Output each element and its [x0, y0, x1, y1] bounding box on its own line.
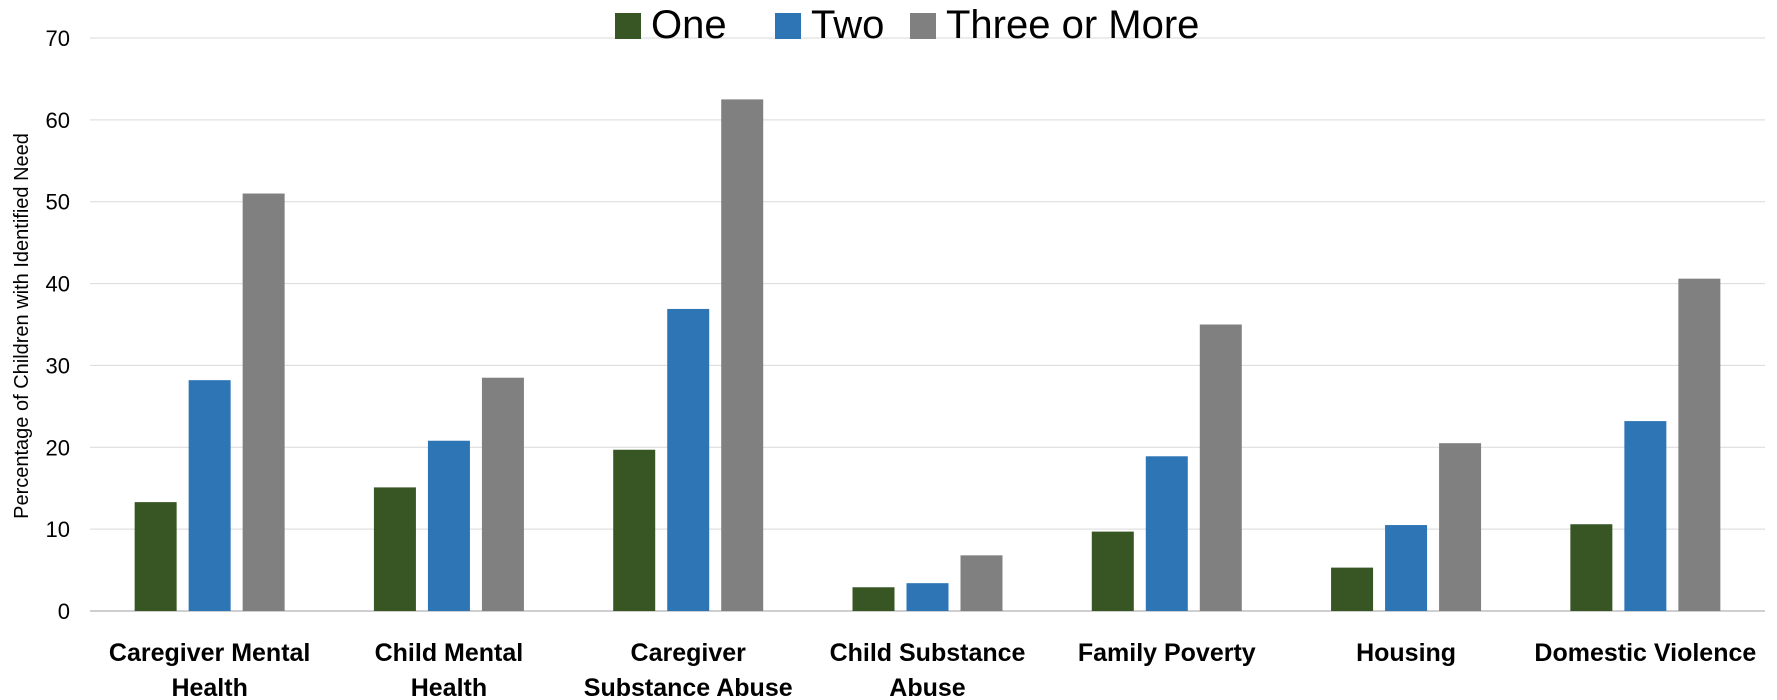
bar-three-or-more: [960, 555, 1003, 611]
x-tick-label: Caregiver Mental: [109, 639, 310, 667]
bar-two: [427, 440, 470, 611]
y-tick-label: 50: [46, 190, 70, 215]
y-tick-label: 60: [46, 108, 70, 133]
bar-two: [1145, 456, 1188, 611]
legend-swatch: [910, 13, 936, 39]
x-tick-label: Child Substance: [830, 639, 1026, 667]
legend: One Two Three or More: [615, 3, 1199, 47]
bar-two: [1624, 421, 1667, 611]
y-tick-label: 10: [46, 517, 70, 542]
bar-one: [613, 449, 656, 611]
x-axis-categories: Caregiver Mental Health Child Mental Health…: [109, 639, 1756, 700]
bar-one: [1570, 524, 1613, 611]
bar-three-or-more: [1199, 324, 1242, 611]
y-axis-ticks: 0 10 20 30 40 50 60 70: [46, 26, 70, 624]
bar-three-or-more: [1678, 278, 1721, 611]
bar-three-or-more: [242, 193, 285, 611]
gridlines: [90, 37, 1765, 612]
x-tick-label: Housing: [1356, 639, 1456, 667]
legend-swatch: [615, 13, 641, 39]
bar-two: [906, 583, 949, 611]
bar-one: [1091, 531, 1134, 611]
legend-swatch: [775, 13, 801, 39]
bar-one: [1331, 567, 1374, 611]
legend-label: One: [651, 3, 727, 47]
y-axis-label: Percentage of Children with Identified N…: [11, 133, 33, 519]
legend-label: Two: [811, 3, 884, 47]
bar-one: [852, 587, 895, 611]
x-tick-label: Substance Abuse: [584, 674, 793, 700]
bar-three-or-more: [721, 99, 764, 612]
x-tick-label: Health: [171, 674, 247, 700]
legend-label: Three or More: [946, 3, 1199, 47]
bar-one: [373, 487, 416, 611]
x-tick-label: Family Poverty: [1078, 639, 1256, 667]
bar-two: [1385, 525, 1428, 611]
y-tick-label: 40: [46, 272, 70, 297]
y-tick-label: 70: [46, 26, 70, 51]
bar-three-or-more: [481, 377, 524, 611]
y-tick-label: 20: [46, 435, 70, 460]
y-tick-label: 30: [46, 353, 70, 378]
bar-two: [667, 308, 710, 611]
bar-three-or-more: [1439, 443, 1482, 611]
y-tick-label: 0: [58, 599, 70, 624]
bars: [134, 99, 1721, 612]
x-tick-label: Domestic Violence: [1534, 639, 1756, 667]
x-tick-label: Abuse: [889, 674, 966, 700]
bar-one: [134, 502, 177, 611]
bar-two: [188, 380, 231, 611]
x-tick-label: Caregiver: [631, 639, 747, 667]
x-tick-label: Child Mental: [375, 639, 524, 667]
x-tick-label: Health: [411, 674, 487, 700]
